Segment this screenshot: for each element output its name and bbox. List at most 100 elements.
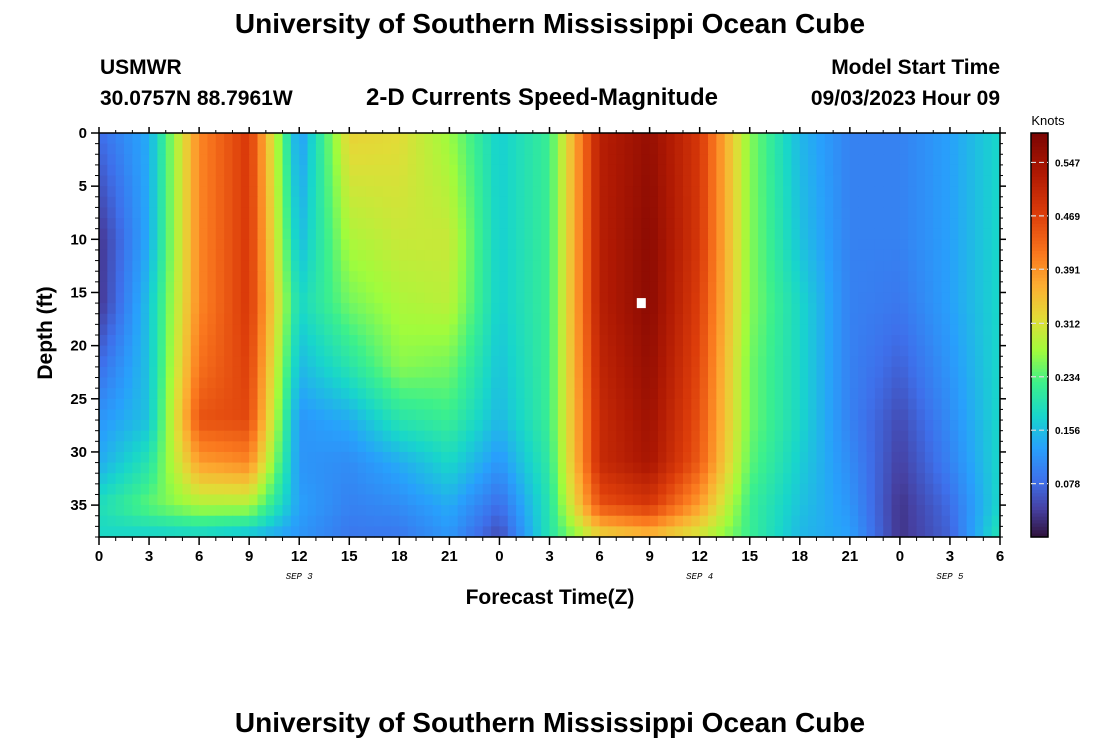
heatmap-cell	[599, 271, 609, 283]
heatmap-cell	[249, 271, 259, 283]
heatmap-cell	[774, 526, 784, 538]
heatmap-cell	[666, 239, 676, 251]
heatmap-cell	[966, 175, 976, 187]
heatmap-cell	[357, 239, 367, 251]
heatmap-cell	[841, 515, 851, 527]
heatmap-cell	[541, 154, 551, 166]
heatmap-cell	[808, 303, 818, 315]
heatmap-cell	[424, 451, 434, 464]
heatmap-cell	[390, 164, 400, 177]
heatmap-cell	[307, 430, 317, 442]
heatmap-cell	[407, 186, 417, 198]
heatmap-cell	[299, 313, 309, 325]
heatmap-cell	[582, 143, 592, 155]
heatmap-cell	[624, 366, 634, 379]
heatmap-cell	[215, 377, 225, 389]
heatmap-cell	[557, 420, 567, 432]
heatmap-cell	[574, 526, 584, 538]
heatmap-cell	[749, 377, 759, 389]
heatmap-cell	[908, 515, 918, 527]
heatmap-cell	[883, 143, 893, 155]
heatmap-cell	[416, 473, 425, 485]
heatmap-cell	[482, 441, 492, 453]
heatmap-cell	[916, 143, 926, 155]
heatmap-cell	[849, 345, 859, 357]
heatmap-cell	[149, 196, 158, 209]
heatmap-cell	[941, 483, 951, 496]
heatmap-cell	[599, 430, 609, 442]
heatmap-cell	[624, 143, 634, 155]
heatmap-cell	[933, 196, 943, 209]
heatmap-cell	[115, 526, 125, 538]
heatmap-cell	[974, 377, 984, 389]
heatmap-cell	[808, 345, 818, 357]
heatmap-cell	[983, 239, 993, 251]
heatmap-cell	[591, 133, 601, 145]
heatmap-cell	[99, 228, 108, 240]
heatmap-cell	[324, 420, 334, 432]
heatmap-cell	[449, 462, 459, 474]
heatmap-cell	[449, 143, 459, 155]
heatmap-cell	[624, 494, 634, 506]
heatmap-cell	[808, 409, 818, 421]
heatmap-cell	[716, 526, 726, 538]
heatmap-cell	[974, 430, 984, 442]
heatmap-cell	[924, 249, 934, 262]
heatmap-cell	[833, 494, 843, 506]
heatmap-cell	[749, 196, 759, 209]
colorbar-segment	[1031, 355, 1048, 360]
heatmap-cell	[282, 441, 292, 453]
heatmap-cell	[774, 303, 784, 315]
heatmap-cell	[958, 196, 968, 209]
heatmap-cell	[399, 313, 409, 325]
heatmap-cell	[966, 388, 976, 400]
heatmap-cell	[674, 430, 684, 442]
heatmap-cell	[849, 154, 859, 166]
heatmap-cell	[299, 186, 309, 198]
heatmap-cell	[666, 494, 676, 506]
heatmap-cell	[724, 515, 734, 527]
heatmap-cell	[582, 271, 592, 283]
heatmap-cell	[624, 420, 634, 432]
heatmap-cell	[649, 398, 659, 411]
heatmap-cell	[491, 154, 501, 166]
heatmap-cell	[374, 196, 384, 209]
heatmap-cell	[783, 133, 793, 145]
heatmap-cell	[149, 526, 158, 538]
colorbar-segment	[1031, 170, 1048, 174]
heatmap-cell	[716, 143, 726, 155]
heatmap-cell	[657, 281, 667, 294]
heatmap-cell	[541, 292, 551, 304]
heatmap-cell	[132, 335, 142, 347]
heatmap-cell	[733, 154, 742, 166]
heatmap-cell	[165, 260, 175, 272]
heatmap-cell	[824, 483, 834, 496]
heatmap-cell	[432, 366, 442, 379]
heatmap-cell	[340, 271, 350, 283]
heatmap-cell	[749, 505, 759, 517]
heatmap-cell	[733, 377, 742, 389]
heatmap-cell	[441, 451, 450, 464]
heatmap-cell	[407, 271, 417, 283]
heatmap-cell	[224, 175, 234, 187]
heatmap-cell	[424, 324, 434, 336]
heatmap-cell	[399, 462, 409, 474]
heatmap-cell	[416, 218, 425, 230]
heatmap-cell	[624, 377, 634, 389]
heatmap-cell	[507, 398, 517, 411]
heatmap-cell	[708, 175, 717, 187]
heatmap-cell	[974, 345, 984, 357]
heatmap-cell	[190, 420, 200, 432]
heatmap-cell	[816, 239, 826, 251]
heatmap-cell	[382, 196, 392, 209]
heatmap-cell	[783, 398, 793, 411]
heatmap-cell	[649, 196, 659, 209]
heatmap-cell	[616, 324, 626, 336]
heatmap-cell	[858, 483, 868, 496]
heatmap-cell	[574, 175, 584, 187]
heatmap-cell	[449, 271, 459, 283]
colorbar-segment	[1031, 183, 1048, 188]
heatmap-cell	[641, 281, 651, 294]
heatmap-cell	[516, 451, 526, 464]
heatmap-cell	[149, 345, 158, 357]
